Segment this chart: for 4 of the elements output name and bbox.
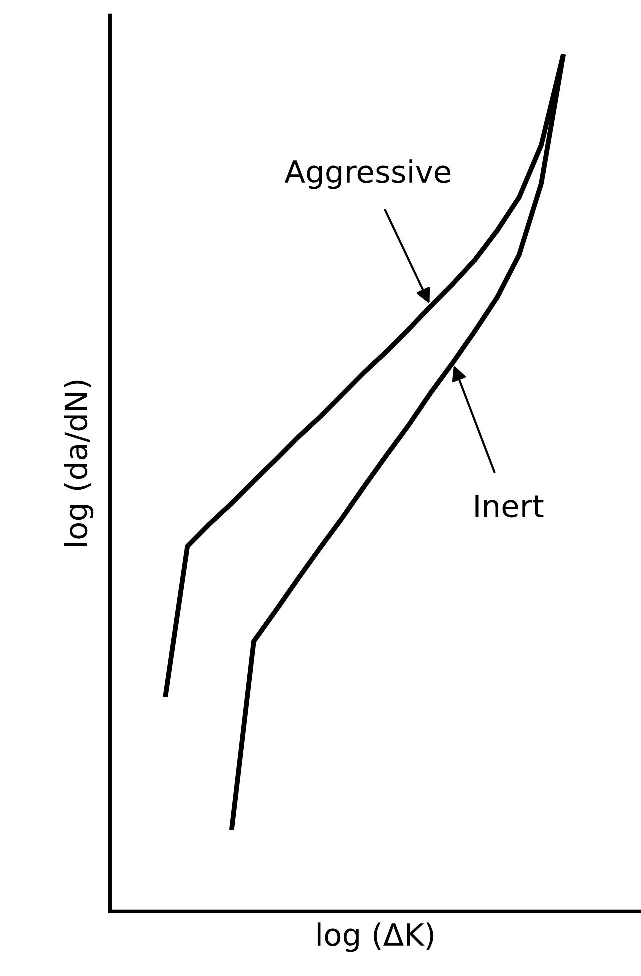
annotation: Aggressive — [284, 160, 451, 190]
y-axis-title: log (da/dN) — [64, 380, 94, 546]
x-axis-title: log (ΔK) — [318, 922, 434, 952]
annotation: Inert — [476, 494, 544, 518]
